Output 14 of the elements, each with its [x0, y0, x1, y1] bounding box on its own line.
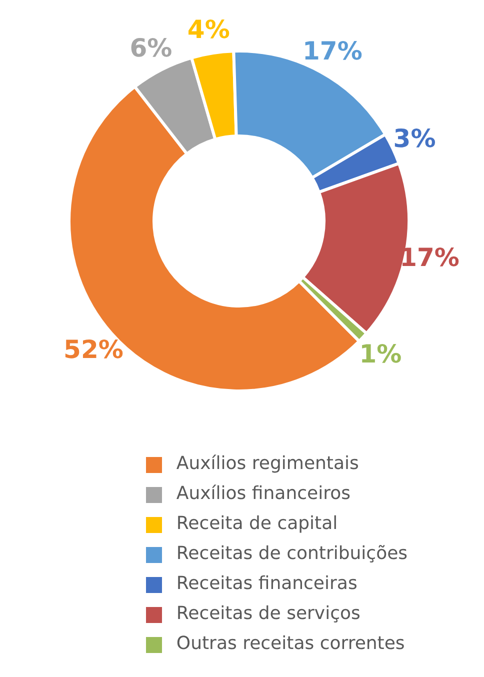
data-label: 17% — [302, 36, 362, 66]
legend-label: Outras receitas correntes — [176, 633, 405, 654]
data-label: 17% — [400, 242, 460, 272]
data-label: 4% — [187, 14, 230, 44]
legend-label: Receita de capital — [176, 513, 338, 534]
legend-label: Auxílios regimentais — [176, 453, 359, 474]
data-label: 3% — [393, 124, 436, 153]
data-label: 6% — [130, 34, 172, 63]
legend-label: Receitas de serviços — [176, 603, 360, 624]
legend-label: Receitas de contribuições — [176, 543, 408, 564]
data-label: 1% — [359, 339, 402, 368]
legend-label: Auxílios financeiros — [176, 483, 350, 504]
legend-label: Receitas financeiras — [176, 573, 358, 594]
data-label: 52% — [64, 334, 124, 364]
